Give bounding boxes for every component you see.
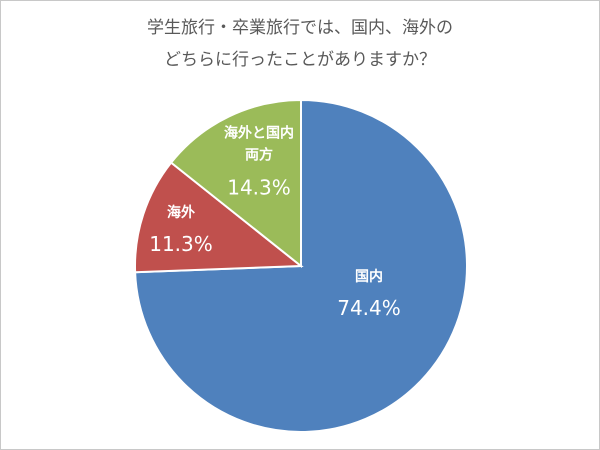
slice-label: 海外 11.3% xyxy=(143,202,219,256)
slice-label: 国内 74.4% xyxy=(331,266,407,320)
chart-title: どちらに行ったことがありますか？ xyxy=(164,50,436,70)
chart-title: 学生旅行・卒業旅行では、国内、海外の xyxy=(147,18,453,38)
value-label: 11.3% xyxy=(149,232,213,257)
category-label: 海外 xyxy=(167,204,195,221)
pie-slice xyxy=(169,98,302,269)
category-label: 海外と国内両方 xyxy=(224,125,294,164)
category-label: 国内 xyxy=(355,268,383,285)
value-label: 14.3% xyxy=(227,175,291,200)
slice-label: 海外と国内両方 14.3% xyxy=(221,123,297,200)
pie-slice xyxy=(134,161,304,274)
value-label: 74.4% xyxy=(337,296,401,321)
